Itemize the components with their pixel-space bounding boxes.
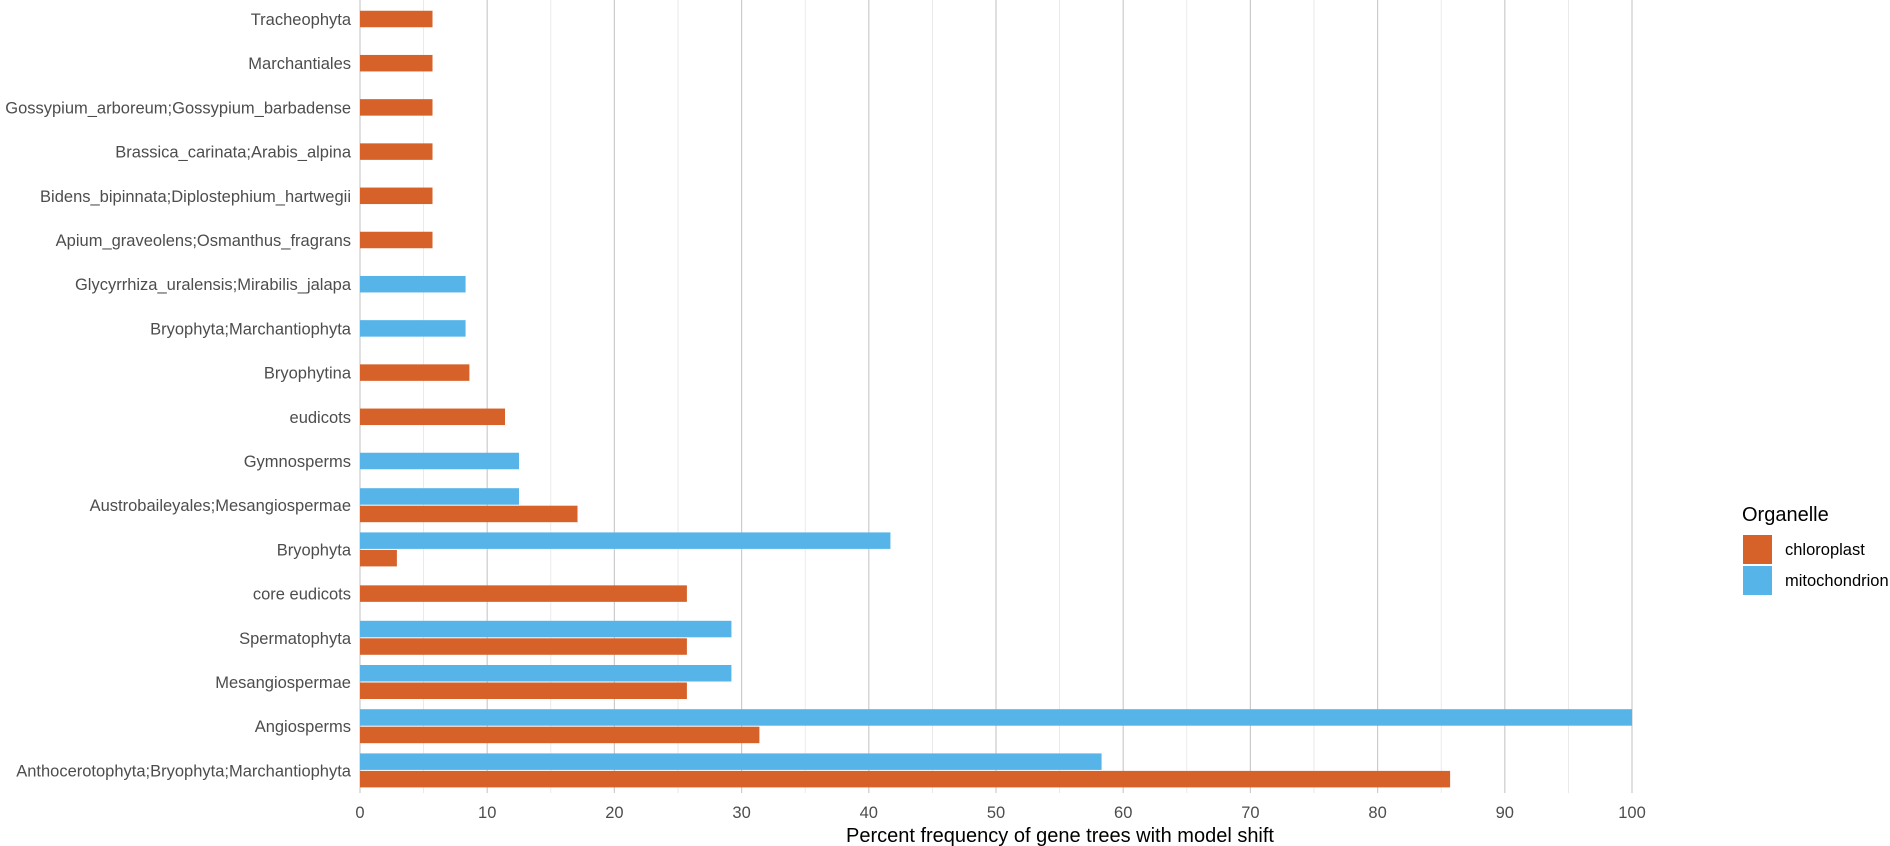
legend-title: Organelle [1742, 504, 1829, 526]
chloroplast-bar [360, 231, 433, 249]
chloroplast-bar [360, 549, 397, 567]
legend-swatch-chloroplast [1743, 535, 1772, 564]
chloroplast-bar [360, 54, 433, 72]
category-label: Apium_graveolens;Osmanthus_fragrans [56, 232, 351, 250]
chloroplast-bar [360, 682, 687, 699]
mitochondrion-bar [360, 532, 891, 549]
chloroplast-bar [360, 770, 1451, 788]
category-label: Brassica_carinata;Arabis_alpina [115, 144, 352, 162]
x-tick-label: 30 [732, 804, 750, 822]
category-label: Tracheophyta [251, 11, 352, 29]
mitochondrion-bar [360, 488, 519, 505]
mitochondrion-bar [360, 620, 732, 638]
category-labels: Tracheophyta Marchantiales Gossypium_arbor… [5, 11, 352, 780]
category-label: core eudicots [253, 586, 351, 604]
x-axis-title: Percent frequency of gene trees with mod… [846, 825, 1274, 846]
chloroplast-bar [360, 364, 470, 381]
chloroplast-bar [360, 726, 760, 744]
chloroplast-bar [360, 408, 506, 426]
category-label: Bryophyta [277, 541, 352, 559]
legend-label-chloroplast: chloroplast [1785, 541, 1865, 559]
x-tick-labels: 0 10 20 30 40 50 60 70 80 90 100 [355, 804, 1645, 822]
mitochondrion-bar [360, 665, 732, 682]
category-label: Bidens_bipinnata;Diplostephium_hartwegii [40, 188, 351, 206]
x-tick-label: 80 [1368, 804, 1386, 822]
category-label: Spermatophyta [239, 630, 352, 648]
x-tick-label: 50 [987, 804, 1005, 822]
x-tick-label: 100 [1618, 804, 1646, 822]
legend-label-mitochondrion: mitochondrion [1785, 572, 1889, 590]
chloroplast-bar [360, 187, 433, 205]
x-tick-label: 90 [1496, 804, 1514, 822]
x-tick-label: 10 [478, 804, 496, 822]
category-label: Austrobaileyales;Mesangiospermae [90, 497, 351, 515]
mitochondrion-bar [360, 753, 1102, 770]
category-label: Glycyrrhiza_uralensis;Mirabilis_jalapa [75, 276, 352, 294]
bars [360, 10, 1632, 788]
mitochondrion-bar [360, 320, 466, 337]
category-label: Marchantiales [248, 55, 351, 73]
chloroplast-bar [360, 638, 687, 655]
chloroplast-bar [360, 10, 433, 28]
category-label: Bryophyta;Marchantiophyta [150, 320, 352, 338]
category-label: Anthocerotophyta;Bryophyta;Marchantiophy… [16, 762, 352, 780]
category-label: eudicots [290, 409, 351, 427]
mitochondrion-bar [360, 275, 466, 293]
category-label: Mesangiospermae [215, 674, 351, 692]
mitochondrion-bar [360, 709, 1632, 726]
legend-swatch-mitochondrion [1743, 566, 1772, 595]
x-tick-label: 70 [1241, 804, 1259, 822]
x-tick-label: 20 [605, 804, 623, 822]
chloroplast-bar [360, 143, 433, 160]
category-label: Gossypium_arboreum;Gossypium_barbadense [5, 99, 351, 117]
legend: Organelle chloroplast mitochondrion [1742, 504, 1889, 595]
category-label: Angiosperms [255, 718, 351, 736]
chloroplast-bar [360, 585, 687, 602]
category-label: Gymnosperms [244, 453, 351, 471]
mitochondrion-bar [360, 452, 519, 470]
x-tick-label: 0 [355, 804, 364, 822]
grid-lines [359, 0, 1633, 793]
chloroplast-bar [360, 99, 433, 116]
category-label: Bryophytina [264, 365, 352, 383]
chloroplast-bar [360, 505, 578, 523]
x-tick-label: 60 [1114, 804, 1132, 822]
x-tick-label: 40 [860, 804, 878, 822]
